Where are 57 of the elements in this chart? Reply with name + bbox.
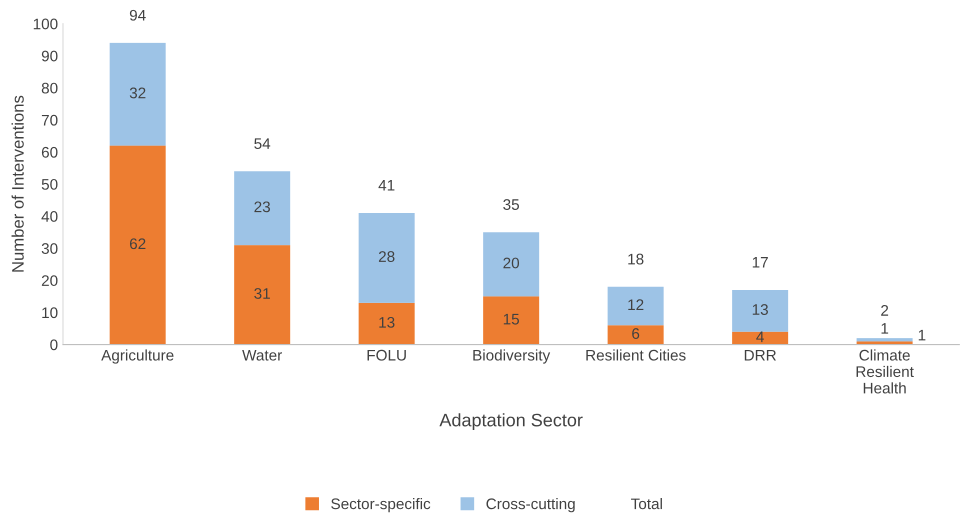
data-label: 4 xyxy=(756,332,764,342)
data-label: 1 xyxy=(918,330,926,340)
bar xyxy=(608,325,664,345)
x-tick-label: Resilient Cities xyxy=(586,349,686,361)
x-tick-label: Agriculture xyxy=(101,349,174,364)
y-tick-label: 80 xyxy=(42,82,58,94)
bar xyxy=(483,232,540,296)
y-tick-label: 0 xyxy=(50,339,58,350)
x-tick-label: Biodiversity xyxy=(473,349,550,364)
data-label: 32 xyxy=(130,88,146,98)
total-label: 41 xyxy=(378,180,394,191)
bar xyxy=(358,212,415,303)
data-label: 28 xyxy=(378,251,394,262)
y-tick-label: 10 xyxy=(42,307,58,318)
data-label: 1 xyxy=(882,323,888,334)
bar xyxy=(732,290,788,332)
y-tick-label: 90 xyxy=(42,50,58,62)
data-label: 15 xyxy=(504,314,520,325)
bar xyxy=(110,42,166,146)
y-tick-label: 70 xyxy=(42,114,58,126)
y-tick-label: 60 xyxy=(42,146,58,158)
bar xyxy=(234,171,290,246)
y-axis-title: Number of Interventions xyxy=(12,96,24,272)
y-tick-label: 20 xyxy=(42,275,58,286)
bar xyxy=(856,338,913,342)
data-label: 12 xyxy=(628,299,644,310)
data-label: 23 xyxy=(254,201,270,212)
data-label: 31 xyxy=(254,288,270,299)
total-label: 94 xyxy=(130,10,146,21)
total-label: 35 xyxy=(503,199,520,210)
data-label: 6 xyxy=(632,328,640,340)
x-axis-title: Adaptation Sector xyxy=(439,413,583,430)
y-tick-label: 30 xyxy=(42,243,58,254)
data-label: 13 xyxy=(752,304,768,315)
bar xyxy=(110,146,166,345)
data-label: 62 xyxy=(130,238,146,250)
legend-label: Cross-cutting xyxy=(486,498,575,512)
bar xyxy=(358,302,415,345)
bar xyxy=(732,332,788,345)
legend-label: Sector-specific xyxy=(331,498,430,512)
x-tick-label: DRR xyxy=(744,350,776,360)
y-tick-label: 40 xyxy=(41,211,58,222)
data-label: 20 xyxy=(503,258,520,268)
total-label: 17 xyxy=(752,257,768,268)
x-tick-label: Climate Resilient Health xyxy=(856,349,914,394)
x-tick-label: Water xyxy=(242,350,282,361)
x-tick-label: FOLU xyxy=(368,350,406,361)
total-label: 54 xyxy=(254,138,270,149)
bar xyxy=(234,245,290,345)
bar xyxy=(483,296,540,345)
bar xyxy=(608,286,664,326)
text: Total xyxy=(631,498,662,510)
total-label: 2 xyxy=(881,305,888,316)
data-label: 13 xyxy=(379,316,394,328)
total-label: 18 xyxy=(628,254,644,265)
y-tick-label: 50 xyxy=(42,178,58,190)
y-tick-label: 100 xyxy=(34,18,58,30)
